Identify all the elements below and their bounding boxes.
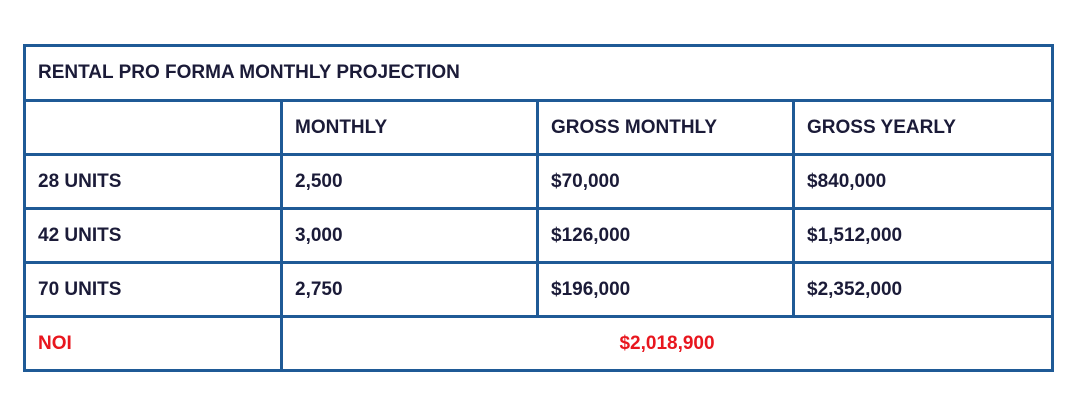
gross-monthly-cell: $126,000 xyxy=(536,207,795,264)
table-title: RENTAL PRO FORMA MONTHLY PROJECTION xyxy=(22,44,1055,102)
noi-label: NOI xyxy=(23,315,283,372)
table-row: 42 UNITS 3,000 $126,000 $1,512,000 xyxy=(23,207,1055,264)
header-empty xyxy=(23,99,283,156)
header-gross-monthly: GROSS MONTHLY xyxy=(536,99,795,156)
gross-yearly-cell: $2,352,000 xyxy=(791,261,1055,318)
monthly-cell: 2,750 xyxy=(280,261,539,318)
gross-yearly-cell: $840,000 xyxy=(791,153,1055,210)
noi-value: $2,018,900 xyxy=(279,315,1055,372)
row-label: 42 UNITS xyxy=(23,207,283,264)
row-label: 28 UNITS xyxy=(23,153,283,210)
gross-yearly-cell: $1,512,000 xyxy=(791,207,1055,264)
header-row: MONTHLY GROSS MONTHLY GROSS YEARLY xyxy=(23,99,1055,156)
table-row: 28 UNITS 2,500 $70,000 $840,000 xyxy=(23,153,1055,210)
row-label: 70 UNITS xyxy=(23,261,283,318)
noi-row: NOI $2,018,900 xyxy=(23,315,1055,372)
table-row: 70 UNITS 2,750 $196,000 $2,352,000 xyxy=(23,261,1055,318)
monthly-cell: 2,500 xyxy=(280,153,539,210)
gross-monthly-cell: $70,000 xyxy=(536,153,795,210)
gross-monthly-cell: $196,000 xyxy=(536,261,795,318)
header-monthly: MONTHLY xyxy=(280,99,539,156)
header-gross-yearly: GROSS YEARLY xyxy=(791,99,1055,156)
title-row: RENTAL PRO FORMA MONTHLY PROJECTION xyxy=(22,44,1055,102)
rental-pro-forma-table: RENTAL PRO FORMA MONTHLY PROJECTION MONT… xyxy=(22,44,1055,372)
monthly-cell: 3,000 xyxy=(280,207,539,264)
